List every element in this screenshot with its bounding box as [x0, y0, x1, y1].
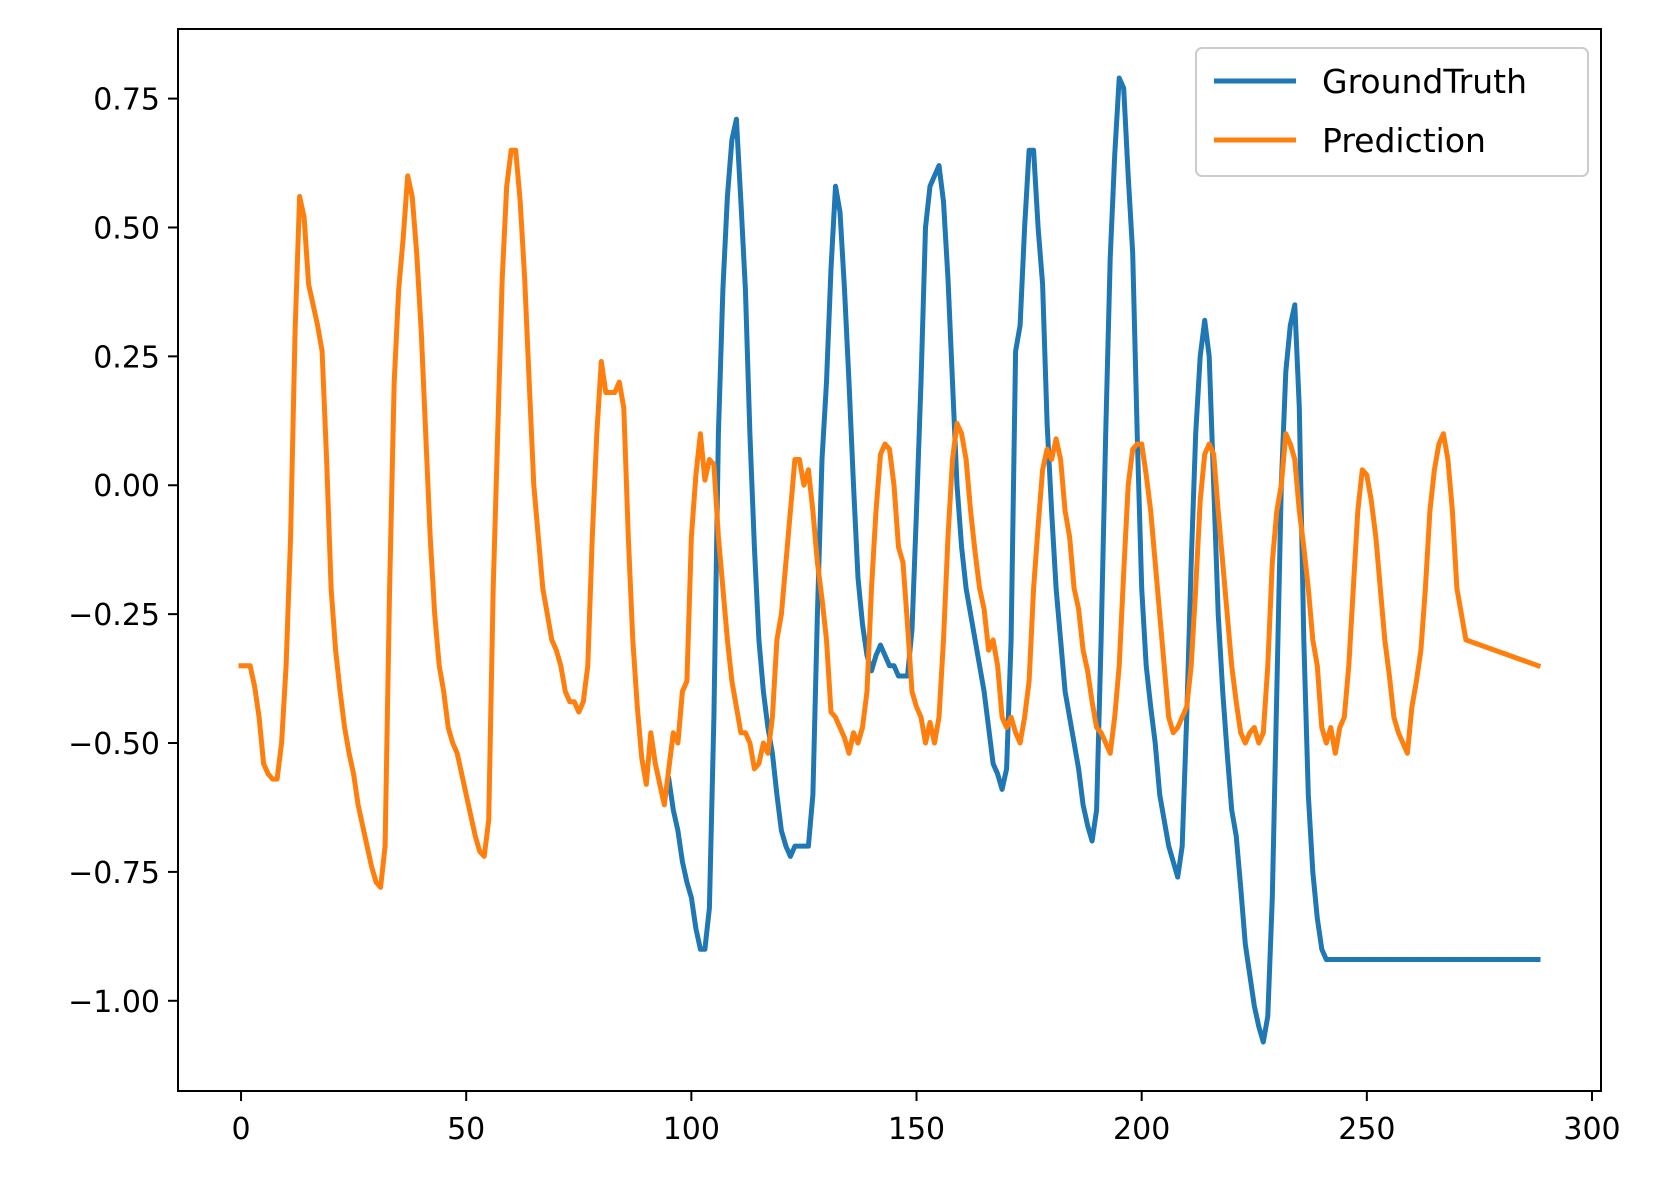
y-tick-label: −1.00 — [68, 985, 160, 1020]
axes-frame — [177, 28, 1602, 1092]
series-layer — [238, 75, 1542, 1045]
y-tick-label: 0.00 — [93, 469, 160, 504]
x-tick-label: 50 — [447, 1112, 485, 1147]
x-tick-label: 300 — [1563, 1112, 1620, 1147]
legend: GroundTruth Prediction — [1195, 47, 1589, 177]
series-line-groundtruth — [665, 75, 1541, 1045]
y-tick-label: 0.50 — [93, 211, 160, 246]
series-line-prediction — [238, 147, 1542, 890]
y-tick-label: −0.75 — [68, 856, 160, 891]
legend-label-prediction: Prediction — [1322, 121, 1486, 160]
y-tick-label: −0.50 — [68, 727, 160, 762]
x-tick-label: 0 — [231, 1112, 250, 1147]
x-tick-label: 200 — [1113, 1112, 1170, 1147]
x-tick-label: 250 — [1338, 1112, 1395, 1147]
x-tick-label: 150 — [888, 1112, 945, 1147]
x-axis: 0 50 100 150 200 250 300 — [231, 1091, 1621, 1147]
y-tick-label: −0.25 — [68, 598, 160, 633]
legend-label-groundtruth: GroundTruth — [1322, 62, 1527, 101]
y-tick-label: 0.75 — [93, 83, 160, 118]
y-axis: 0.75 0.50 0.25 0.00 −0.25 −0.50 −0.75 −1.00 — [68, 83, 178, 1020]
y-tick-label: 0.25 — [93, 340, 160, 375]
x-tick-label: 100 — [663, 1112, 720, 1147]
